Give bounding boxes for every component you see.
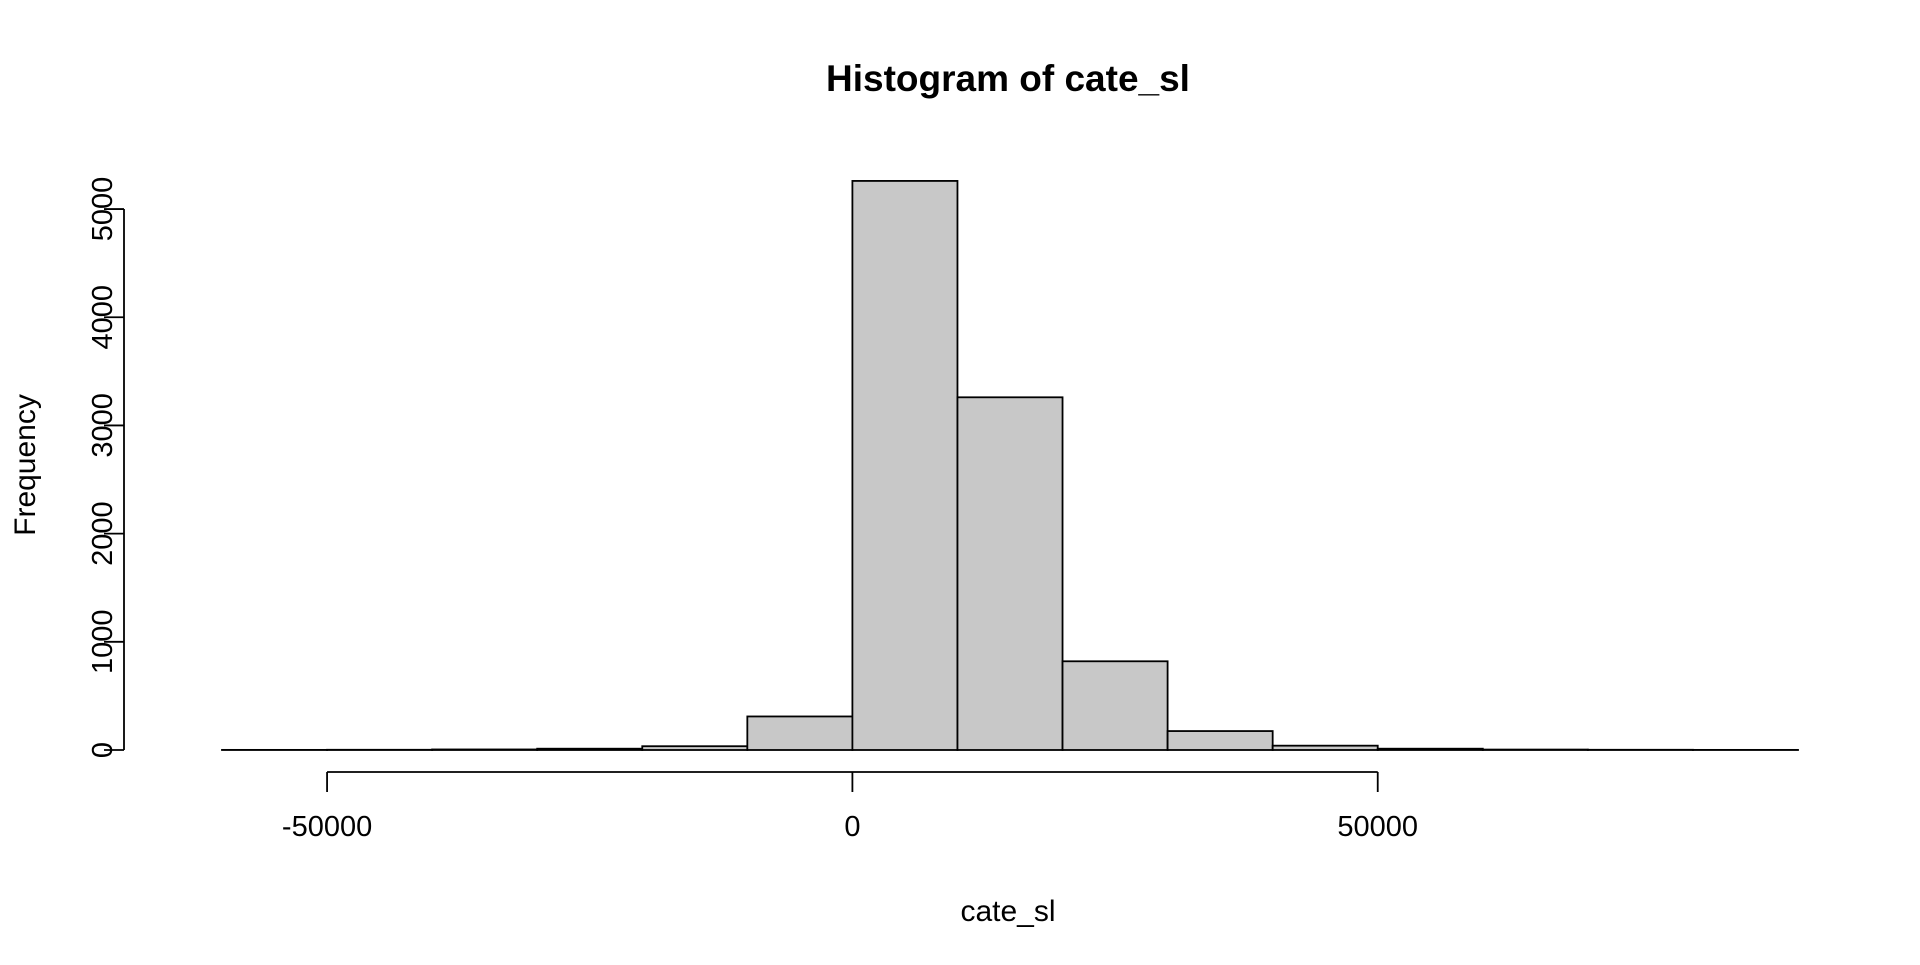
- y-axis: 0 1000 2000 3000 4000 5000: [87, 177, 124, 758]
- x-tick-label-0: -50000: [282, 811, 372, 843]
- histogram-bar-10: [1273, 746, 1378, 750]
- histogram-bar-4: [642, 746, 747, 750]
- y-tick-label-5: 5000: [87, 177, 119, 242]
- chart-title: Histogram of cate_sl: [826, 58, 1190, 99]
- x-axis: -50000 0 50000: [282, 772, 1418, 843]
- x-tick-label-1: 0: [844, 811, 860, 843]
- histogram-bar-6: [852, 181, 957, 750]
- histogram-bar-8: [1063, 661, 1168, 750]
- histogram-bar-3: [537, 749, 642, 750]
- y-tick-label-1: 1000: [87, 610, 119, 675]
- histogram-bar-11: [1378, 749, 1483, 750]
- y-tick-label-4: 4000: [87, 285, 119, 350]
- y-axis-label: Frequency: [9, 394, 42, 536]
- x-axis-label: cate_sl: [960, 895, 1055, 928]
- histogram-bar-7: [957, 397, 1062, 750]
- histogram-bar-2: [432, 749, 537, 750]
- y-tick-label-2: 2000: [87, 501, 119, 566]
- histogram-bars: [222, 181, 1798, 750]
- x-tick-label-2: 50000: [1337, 811, 1418, 843]
- y-tick-label-0: 0: [87, 742, 119, 758]
- histogram-bar-5: [747, 716, 852, 750]
- y-tick-label-3: 3000: [87, 393, 119, 458]
- histogram-bar-9: [1168, 731, 1273, 750]
